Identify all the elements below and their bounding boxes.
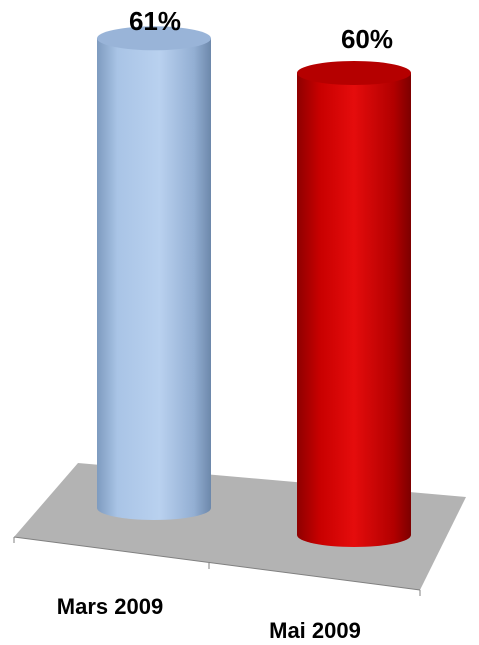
bar-mars-2009-top: [97, 26, 211, 51]
x-axis: [13, 536, 421, 596]
bar-mai-2009-body: [297, 73, 411, 547]
data-label-mars-2009: 61%: [129, 6, 181, 36]
bar-series: [97, 26, 411, 547]
bar-mars-2009-body: [97, 38, 211, 520]
bar-mars-2009: [97, 26, 211, 520]
bar-mai-2009: [297, 61, 411, 547]
bar-mai-2009-top: [297, 61, 411, 85]
category-label-mars-2009: Mars 2009: [57, 594, 163, 619]
data-label-mai-2009: 60%: [341, 24, 393, 54]
category-label-mai-2009: Mai 2009: [269, 618, 361, 643]
